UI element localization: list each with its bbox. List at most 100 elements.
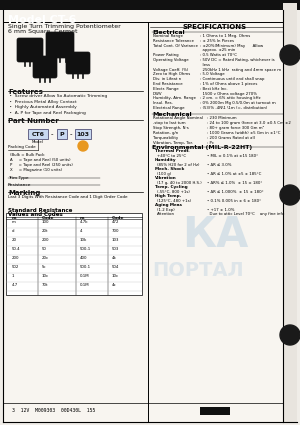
Text: Thermal Predf.: Thermal Predf. <box>155 149 190 153</box>
Text: 10c: 10c <box>42 274 49 278</box>
Text: ПОРТАЛ: ПОРТАЛ <box>152 261 244 280</box>
Text: : 0.5 Watts at 70°C: : 0.5 Watts at 70°C <box>200 53 237 57</box>
Text: End Resistance: End Resistance <box>153 82 183 86</box>
Text: 103: 103 <box>112 238 119 242</box>
Text: 1500 v Ohms voltage 270%: 1500 v Ohms voltage 270% <box>200 92 257 96</box>
Text: Insul. Res.: Insul. Res. <box>153 101 173 105</box>
FancyBboxPatch shape <box>57 129 67 139</box>
Text: (85% H20 for 2 of Hz): (85% H20 for 2 of Hz) <box>157 162 200 167</box>
Text: : 1 Ohms to 1 Meg. Ohms: : 1 Ohms to 1 Meg. Ohms <box>200 34 250 38</box>
Text: Code: Code <box>42 216 54 220</box>
Text: 100: 100 <box>42 220 50 224</box>
Text: Temp. Cycling: Temp. Cycling <box>155 185 188 189</box>
Text: Trim Type: Trim Type <box>8 176 28 180</box>
Text: 10k: 10k <box>80 238 87 242</box>
Text: X     = Magazine (10 units): X = Magazine (10 units) <box>10 168 62 172</box>
Text: Operating Voltage: Operating Voltage <box>153 58 189 62</box>
Text: 0.1M: 0.1M <box>80 283 90 287</box>
Text: Mech. Shock: Mech. Shock <box>155 167 184 171</box>
Text: -: - <box>51 131 53 137</box>
Text: : 5.0 Voltage: : 5.0 Voltage <box>200 72 225 76</box>
Text: P: P <box>60 131 64 136</box>
Text: Voltage Coeff. (%): Voltage Coeff. (%) <box>153 68 188 71</box>
Text: Electr. Range: Electr. Range <box>153 87 178 91</box>
Text: 4.7: 4.7 <box>12 283 18 287</box>
FancyBboxPatch shape <box>17 38 43 62</box>
Text: Zero to High Ohms: Zero to High Ohms <box>153 72 190 76</box>
Text: -: - <box>70 131 72 137</box>
Text: • +17 ± 1.0%: • +17 ± 1.0% <box>207 207 235 212</box>
Text: Values and Codes: Values and Codes <box>8 212 63 217</box>
Text: (100 g): (100 g) <box>157 172 171 176</box>
Text: 50: 50 <box>42 247 47 251</box>
Text: •  Highly Automated Assembly: • Highly Automated Assembly <box>8 105 77 109</box>
Text: -stop to last turn: -stop to last turn <box>153 121 186 125</box>
Text: Rotational Angle Nominal: Rotational Angle Nominal <box>153 116 203 120</box>
Bar <box>200 407 230 415</box>
Circle shape <box>280 325 300 345</box>
Text: Environmental (MIL-R-22HT): Environmental (MIL-R-22HT) <box>152 145 252 150</box>
Text: • MIL ± 0.1% at ±15 180°: • MIL ± 0.1% at ±15 180° <box>207 153 258 158</box>
Text: Single Turn Trimming Potentiometer: Single Turn Trimming Potentiometer <box>8 24 121 29</box>
Text: Vibration, Temp, Tor.: Vibration, Temp, Tor. <box>153 141 193 145</box>
Text: Electrical Range: Electrical Range <box>153 106 184 110</box>
Text: (1.2 Exp): (1.2 Exp) <box>157 207 175 212</box>
Text: : Best kHz Inc.: : Best kHz Inc. <box>200 87 228 91</box>
Text: m: m <box>80 216 85 220</box>
Text: Code: Code <box>112 216 124 220</box>
Text: : Continuous until end shall snap: : Continuous until end shall snap <box>200 77 265 81</box>
Text: 0.1M: 0.1M <box>80 274 90 278</box>
Text: : 24 to 100 gram (force at 3.0 ±0.5 Cm ±2: : 24 to 100 gram (force at 3.0 ±0.5 Cm ±… <box>207 121 291 125</box>
Text: (-55°C, 800 +1s): (-55°C, 800 +1s) <box>157 190 190 193</box>
Text: (125°C, 480 +1s): (125°C, 480 +1s) <box>157 198 191 202</box>
Text: 200: 200 <box>42 238 50 242</box>
Text: : 1% of Ohms above 1 pieces: : 1% of Ohms above 1 pieces <box>200 82 257 86</box>
Text: A     = Tape and Reel (50 units): A = Tape and Reel (50 units) <box>10 158 70 162</box>
Text: approx. ±25 min: approx. ±25 min <box>200 48 236 52</box>
Text: Features: Features <box>8 89 43 95</box>
Bar <box>0 0 300 10</box>
Text: Stop Strength, N·s: Stop Strength, N·s <box>153 126 189 130</box>
Text: Model CT-6: Model CT-6 <box>8 15 76 25</box>
Text: • ΔR ≤ 3.0%: • ΔR ≤ 3.0% <box>207 162 232 167</box>
Text: : 200 Grams Rated at all: : 200 Grams Rated at all <box>207 136 255 140</box>
Text: Torqueability: Torqueability <box>153 136 178 140</box>
Text: CT6: CT6 <box>32 131 44 136</box>
Text: P     = Tape and Reel (250 units): P = Tape and Reel (250 units) <box>10 163 73 167</box>
Bar <box>6 213 142 295</box>
Text: 500-1: 500-1 <box>80 247 91 251</box>
Text: • ΔR% ≤ 1.0%  ± 15 ± 180°: • ΔR% ≤ 1.0% ± 15 ± 180° <box>207 181 262 184</box>
Text: : (53)% -4N\1 \1m (=- distribution): : (53)% -4N\1 \1m (=- distribution) <box>200 106 267 110</box>
Circle shape <box>280 185 300 205</box>
Text: Model: Model <box>32 140 44 144</box>
Text: Marking: Marking <box>8 190 41 196</box>
Text: Humidity: Humidity <box>155 158 177 162</box>
Text: Due to attic Level 70°C    any fine info: Due to attic Level 70°C any fine info <box>207 212 284 216</box>
Circle shape <box>280 45 300 65</box>
Text: 20c: 20c <box>42 256 49 260</box>
Text: Last 3 Digits With Resistance Code and 1 Digit Order Code: Last 3 Digits With Resistance Code and 1… <box>8 195 127 199</box>
Text: Attention: Attention <box>157 212 175 216</box>
Text: d: d <box>12 229 14 233</box>
Text: m: m <box>12 216 16 220</box>
Text: 3  12V  M009303  00D430L  155: 3 12V M009303 00D430L 155 <box>12 408 95 413</box>
Text: Vibration: Vibration <box>155 176 177 180</box>
Text: : 2 cm. = 6% attic housing kHz: : 2 cm. = 6% attic housing kHz <box>200 96 260 100</box>
Text: 200: 200 <box>12 256 20 260</box>
Text: 500.1: 500.1 <box>80 265 91 269</box>
Text: КА: КА <box>182 214 248 256</box>
Text: 4c: 4c <box>112 283 117 287</box>
Text: 6 mm Square, Cermet: 6 mm Square, Cermet <box>8 29 77 34</box>
Text: •  Precious Metal Alloy Contact: • Precious Metal Alloy Contact <box>8 99 77 104</box>
Text: m: m <box>12 220 16 224</box>
Text: • ΔR ≤ 1.0% at ±5 ± 185°C: • ΔR ≤ 1.0% at ±5 ± 185°C <box>207 172 261 176</box>
Text: 472: 472 <box>112 220 119 224</box>
Text: SPECIFICATIONS: SPECIFICATIONS <box>183 24 247 30</box>
Text: Nominal Range: Nominal Range <box>153 34 183 38</box>
FancyBboxPatch shape <box>33 56 57 78</box>
Text: 103: 103 <box>76 131 89 136</box>
Text: 1: 1 <box>12 274 14 278</box>
FancyBboxPatch shape <box>66 52 90 74</box>
Text: 503: 503 <box>112 247 119 251</box>
Text: Total Cont. Of Variance: Total Cont. Of Variance <box>153 44 198 48</box>
